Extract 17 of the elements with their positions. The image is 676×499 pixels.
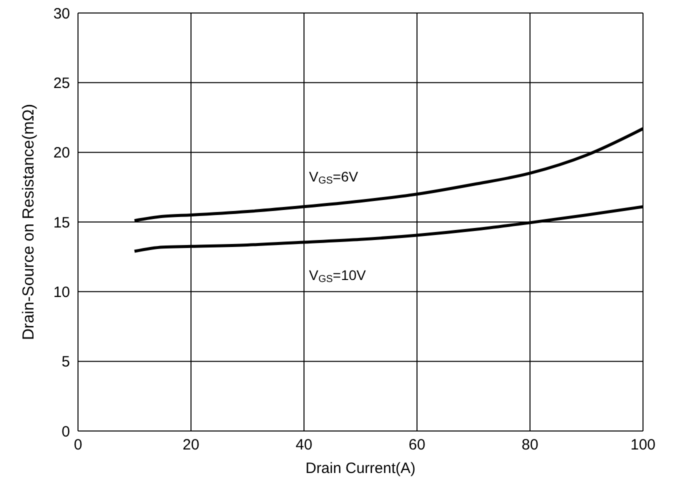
series-label: V$_{GS}$=6V bbox=[309, 168, 359, 187]
x-tick-label: 20 bbox=[182, 436, 200, 454]
x-tick-label: 40 bbox=[296, 436, 312, 454]
y-tick-label: 0 bbox=[62, 423, 70, 440]
y-tick-label: 20 bbox=[53, 144, 70, 162]
y-tick-label: 30 bbox=[53, 5, 70, 22]
x-tick-label: 80 bbox=[522, 436, 538, 454]
y-axis-title: Drain-Source on Resistance(mΩ) bbox=[20, 104, 38, 340]
x-tick-label: 0 bbox=[74, 436, 82, 454]
y-tick-label: 5 bbox=[62, 354, 70, 371]
x-axis-title: Drain Current(A) bbox=[305, 460, 416, 477]
series-label: V$_{GS}$=10V bbox=[309, 267, 367, 286]
x-tick-label: 100 bbox=[630, 436, 656, 454]
y-tick-label: 25 bbox=[53, 74, 70, 92]
y-tick-label: 10 bbox=[53, 284, 70, 301]
x-tick-label: 60 bbox=[408, 436, 426, 454]
y-tick-label: 15 bbox=[53, 214, 70, 232]
